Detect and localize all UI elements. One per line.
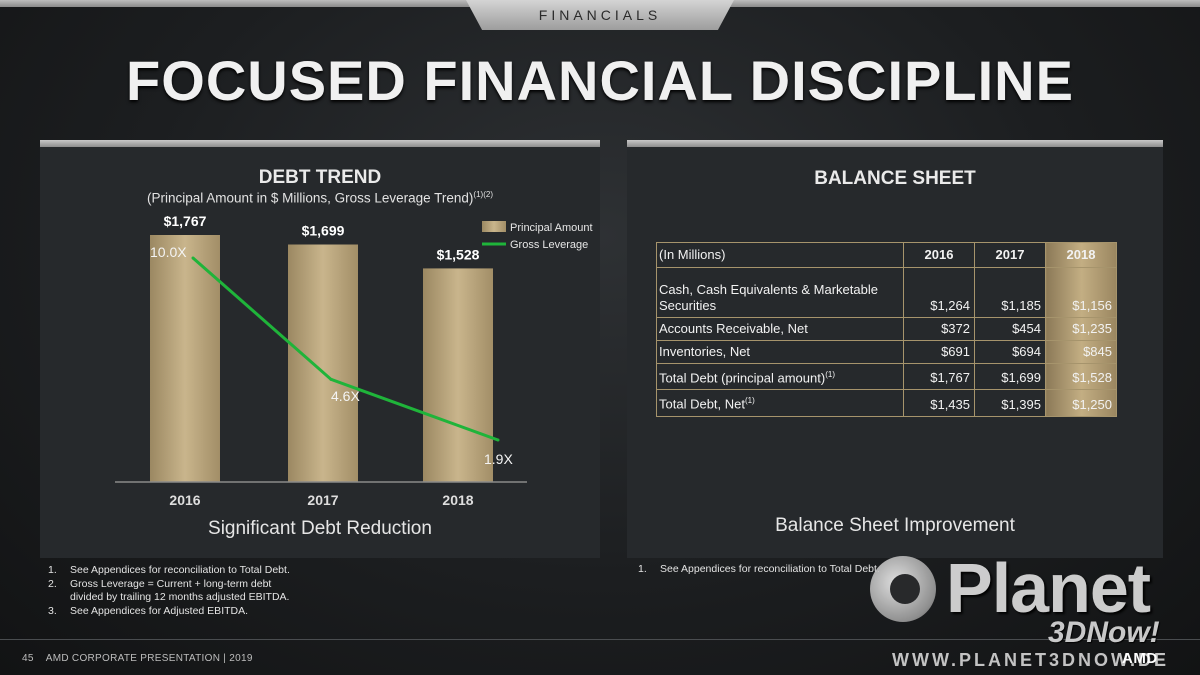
table-cell: $1,699 [974,362,1046,391]
bar-principal-2016 [150,235,220,482]
footnotes-right: 1. See Appendices for reconciliation to T… [638,563,880,577]
subheading-text: (Principal Amount in $ Millions, Gross L… [147,190,474,206]
legend-label-leverage: Gross Leverage [510,239,588,251]
balance-sheet-panel: BALANCE SHEET (In Millions) 2016 2017 20… [627,140,1163,558]
footer-text: AMD CORPORATE PRESENTATION | 2019 [45,653,253,664]
table-cell: $691 [903,340,975,364]
table-cell: $694 [974,340,1046,364]
subheading-footnote-ref: (1)(2) [473,190,493,199]
row-label: Total Debt (principal amount)(1) [656,362,904,391]
row-label: Cash, Cash Equivalents & Marketable Secu… [656,267,904,318]
footnote-number: 1. [638,563,647,575]
x-tick-label: 2016 [169,492,200,508]
table-row: Total Debt, Net(1) $1,435 $1,395 $1,250 [656,389,1117,417]
leverage-value-label: 10.0X [150,244,187,260]
planet-logo-icon [870,556,936,622]
table-cell: $1,767 [903,362,975,391]
table-cell: $1,250 [1045,389,1117,417]
bar-value-label: $1,767 [164,213,207,229]
table-cell: $1,528 [1045,362,1117,391]
debt-trend-panel: DEBT TREND (Principal Amount in $ Millio… [40,140,600,558]
footnote-number: 1. [48,564,57,576]
gross-leverage-point [496,438,500,442]
leverage-value-label: 1.9X [484,451,513,467]
page-title: FOCUSED FINANCIAL DISCIPLINE [126,49,1074,112]
legend-swatch-principal [482,221,506,232]
footnotes-left: 1. See Appendices for reconciliation to T… [48,564,290,618]
page-number: 45 [22,653,34,664]
table-header-cell: 2018 [1045,242,1117,268]
gross-leverage-point [329,377,333,381]
legend-label-principal: Principal Amount [510,222,593,234]
x-tick-label: 2017 [307,492,338,508]
table-cell: $845 [1045,340,1117,364]
panel-top-strip [40,140,600,147]
bar-value-label: $1,528 [437,246,480,262]
footnote: 2. Gross Leverage = Current + long-term d… [48,578,290,605]
debt-caption: Significant Debt Reduction [208,518,432,539]
debt-chart: $1,767 2016 $1,699 2017 $1,528 2018 10.0X 4.6X 1… [115,213,593,508]
table-cell: $1,156 [1045,267,1117,318]
footnote-number: 2. [48,577,57,590]
bar-value-label: $1,699 [302,223,345,239]
table-cell: $1,235 [1045,317,1117,341]
footnote-text: See Appendices for reconciliation to Tot… [660,563,880,575]
gross-leverage-point [191,256,195,260]
footnote-number: 3. [48,604,57,617]
balance-sheet-heading: BALANCE SHEET [814,168,976,189]
footnote: 3. See Appendices for Adjusted EBITDA. [48,605,290,619]
table-cell: $1,395 [974,389,1046,417]
row-label: Total Debt, Net(1) [656,389,904,417]
table-cell: $1,185 [974,267,1046,318]
bar-principal-2017 [288,244,358,482]
footnote-text: See Appendices for reconciliation to Tot… [70,564,290,576]
balance-caption: Balance Sheet Improvement [775,515,1015,536]
table-header-cell: 2017 [974,242,1046,268]
watermark-tagline: 3DNow! [1048,616,1160,649]
footer: 45 AMD CORPORATE PRESENTATION | 2019 [22,653,253,664]
row-label-text: Total Debt (principal amount) [659,370,826,386]
watermark-url: WWW.PLANET3DNOW.DE [892,650,1169,670]
planet3dnow-watermark: Planet 3DNow! WWW.PLANET3DNOW.DE [868,549,1198,674]
table-row: Cash, Cash Equivalents & Marketable Secu… [656,267,1117,318]
bar-principal-2018 [423,268,493,482]
table-row: Total Debt (principal amount)(1) $1,767 … [656,362,1117,391]
debt-trend-subheading: (Principal Amount in $ Millions, Gross L… [40,190,600,206]
leverage-value-label: 4.6X [331,388,360,404]
table-cell: $1,435 [903,389,975,417]
row-label-text: Total Debt, Net [659,396,745,412]
section-tab: FINANCIALS [466,0,734,30]
footer-divider [0,639,1200,640]
table-header-cell: (In Millions) [656,242,904,268]
footnote-text: Gross Leverage = Current + long-term deb… [70,577,290,604]
table-cell: $1,264 [903,267,975,318]
panel-top-strip [627,140,1163,147]
row-label: Inventories, Net [656,340,904,364]
row-label: Accounts Receivable, Net [656,317,904,341]
table-header-row: (In Millions) 2016 2017 2018 [656,242,1117,268]
table-row: Inventories, Net $691 $694 $845 [656,340,1117,364]
table-row: Accounts Receivable, Net $372 $454 $1,23… [656,317,1117,341]
watermark-brand: Planet [946,549,1151,627]
amd-logo: AMD [1122,650,1158,667]
table-cell: $372 [903,317,975,341]
table-header-cell: 2016 [903,242,975,268]
footnote: 1. See Appendices for reconciliation to T… [638,563,880,577]
x-tick-label: 2018 [442,492,473,508]
footnote-ref: (1) [745,396,755,406]
footnote-ref: (1) [825,370,835,379]
table-cell: $454 [974,317,1046,341]
footnote: 1. See Appendices for reconciliation to T… [48,564,290,578]
footnote-text: See Appendices for Adjusted EBITDA. [70,604,249,617]
debt-trend-heading: DEBT TREND [258,167,382,188]
balance-sheet-table: (In Millions) 2016 2017 2018 Cash, Cash … [656,242,1117,417]
